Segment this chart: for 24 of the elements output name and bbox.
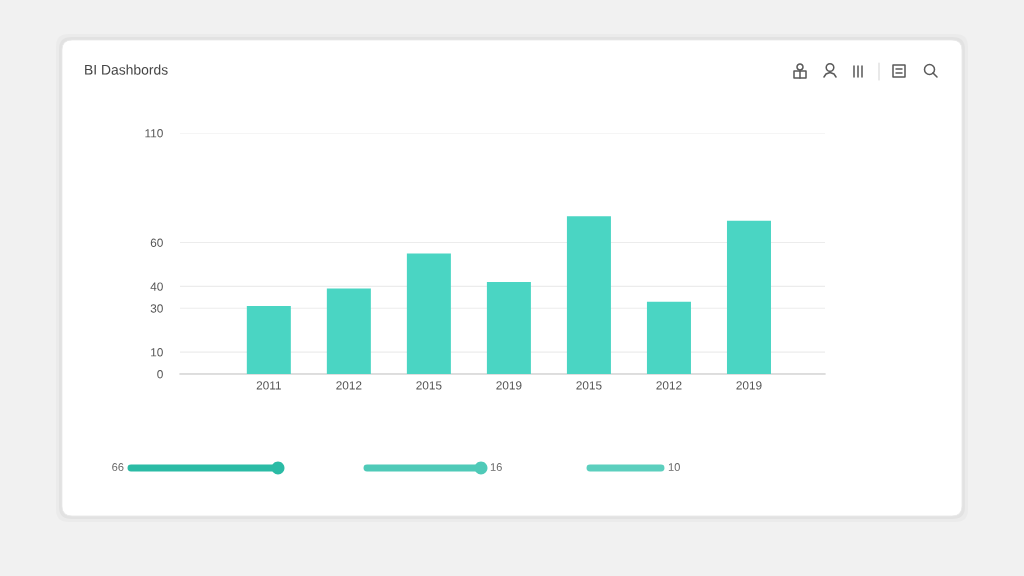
text: 16 — [490, 463, 502, 471]
x-tick-label: 2012 — [336, 381, 362, 390]
chart-title: BI Dashbords — [85, 64, 168, 75]
bar — [326, 288, 371, 374]
x-tick-label: 2015 — [416, 381, 442, 390]
y-tick-label: 30 — [150, 304, 163, 313]
y-tick-label: 0 — [157, 370, 163, 379]
x-tick-label: 2011 — [256, 381, 281, 390]
x-tick-label: 2015 — [576, 381, 602, 390]
bar — [646, 301, 691, 374]
y-tick-label: 40 — [150, 282, 163, 291]
text: 10 — [668, 463, 680, 471]
bar — [566, 216, 611, 374]
bar — [246, 306, 291, 374]
y-tick-label: 60 — [150, 238, 163, 247]
bar — [486, 281, 531, 374]
x-tick-label: 2019 — [496, 381, 522, 390]
x-tick-label: 2019 — [736, 381, 762, 390]
bar — [726, 220, 771, 374]
x-tick-label: 2012 — [656, 381, 682, 390]
y-tick-label: 110 — [145, 129, 163, 138]
bar — [406, 253, 451, 374]
text: 66 — [112, 463, 124, 471]
y-tick-label: 10 — [151, 348, 163, 357]
